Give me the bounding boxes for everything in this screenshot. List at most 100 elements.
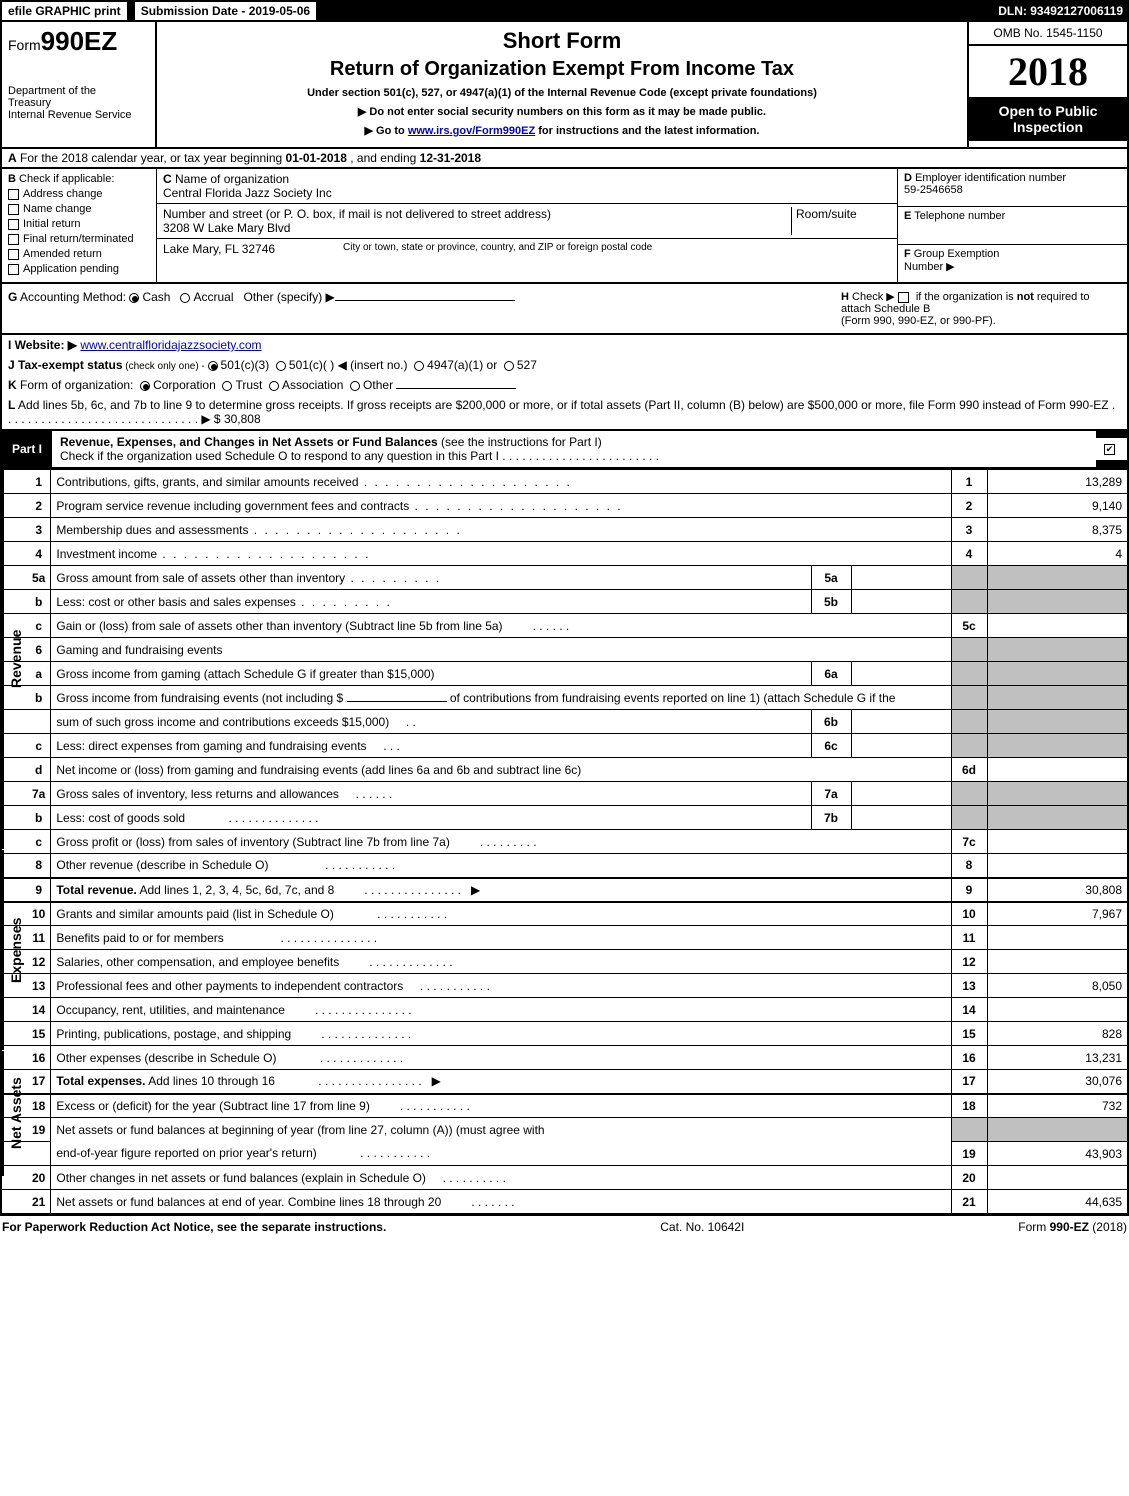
line-5a: 5a Gross amount from sale of assets othe… bbox=[2, 566, 1127, 590]
header-center: Short Form Return of Organization Exempt… bbox=[157, 22, 967, 147]
line-16-desc: Other expenses (describe in Schedule O) bbox=[56, 1051, 276, 1065]
cb-amended-return[interactable] bbox=[8, 249, 19, 260]
tax-exempt-label: Tax-exempt status bbox=[15, 358, 123, 372]
line-14: 14 Occupancy, rent, utilities, and maint… bbox=[2, 998, 1127, 1022]
line-19-shaded bbox=[951, 1118, 987, 1142]
submission-date: Submission Date - 2019-05-06 bbox=[133, 0, 318, 22]
line-3: 3 Membership dues and assessments 3 8,37… bbox=[2, 518, 1127, 542]
line-5a-amt-shaded bbox=[987, 566, 1127, 590]
line-19-desc: Net assets or fund balances at beginning… bbox=[56, 1123, 544, 1137]
line-6b-amt-shaded1 bbox=[987, 686, 1127, 710]
cb-amended-return-label: Amended return bbox=[23, 248, 102, 260]
line-10-amt: 7,967 bbox=[987, 902, 1127, 926]
website-link[interactable]: www.centralfloridajazzsociety.com bbox=[80, 338, 261, 352]
line-21-no: 21 bbox=[2, 1190, 51, 1214]
line-18-desc: Excess or (deficit) for the year (Subtra… bbox=[56, 1099, 369, 1113]
section-i: I Website: ▶ www.centralfloridajazzsocie… bbox=[0, 335, 1129, 355]
gross-receipts-amount: 30,808 bbox=[224, 412, 261, 426]
line-7a-shaded bbox=[951, 782, 987, 806]
cb-schedule-o[interactable] bbox=[1104, 444, 1115, 455]
other-specify-label: Other (specify) ▶ bbox=[244, 290, 335, 304]
radio-527[interactable] bbox=[504, 361, 514, 371]
cash-label: Cash bbox=[142, 290, 170, 304]
open-to-public: Open to Public Inspection bbox=[969, 97, 1127, 141]
line-5b-sub: 5b bbox=[811, 590, 851, 614]
line-7c-num: 7c bbox=[951, 830, 987, 854]
room-label: Room/suite bbox=[796, 207, 857, 221]
section-gh: G Accounting Method: Cash Accrual Other … bbox=[0, 284, 1129, 335]
addr-label: Number and street (or P. O. box, if mail… bbox=[163, 207, 551, 221]
cb-name-change[interactable] bbox=[8, 204, 19, 215]
cb-final-return[interactable] bbox=[8, 234, 19, 245]
line-6b-desc3: sum of such gross income and contributio… bbox=[56, 715, 389, 729]
other-specify-input[interactable] bbox=[335, 300, 515, 301]
opt-4947: 4947(a)(1) or bbox=[427, 358, 497, 372]
radio-4947[interactable] bbox=[414, 361, 424, 371]
radio-trust[interactable] bbox=[222, 381, 232, 391]
radio-501c[interactable] bbox=[276, 361, 286, 371]
line-2-desc: Program service revenue including govern… bbox=[56, 499, 622, 513]
line-1-amt: 13,289 bbox=[987, 470, 1127, 494]
form-990ez: 990EZ bbox=[41, 26, 118, 56]
line-9-desc2: Add lines 1, 2, 3, 4, 5c, 6d, 7c, and 8 bbox=[137, 883, 334, 897]
line-5a-subamt bbox=[851, 566, 951, 590]
form-org-label: Form of organization: bbox=[17, 378, 134, 392]
line-16-amt: 13,231 bbox=[987, 1046, 1127, 1070]
line-20-amt bbox=[987, 1166, 1127, 1190]
irs-link[interactable]: www.irs.gov/Form990EZ bbox=[408, 125, 535, 137]
cb-application-pending[interactable] bbox=[8, 264, 19, 275]
line-20-num: 20 bbox=[951, 1166, 987, 1190]
line-6d-amt bbox=[987, 758, 1127, 782]
line-5b-subamt bbox=[851, 590, 951, 614]
cb-final-return-label: Final return/terminated bbox=[23, 233, 134, 245]
radio-accrual[interactable] bbox=[180, 293, 190, 303]
line-7b-shaded bbox=[951, 806, 987, 830]
line-9-num: 9 bbox=[951, 878, 987, 902]
line-7a-desc: Gross sales of inventory, less returns a… bbox=[56, 787, 339, 801]
line-5a-desc: Gross amount from sale of assets other t… bbox=[56, 571, 441, 585]
label-d: D bbox=[904, 172, 912, 184]
line-6a-subamt bbox=[851, 662, 951, 686]
footer-center: Cat. No. 10642I bbox=[660, 1220, 744, 1234]
line-13: 13 Professional fees and other payments … bbox=[2, 974, 1127, 998]
line-20: 20 Other changes in net assets or fund b… bbox=[2, 1166, 1127, 1190]
radio-cash[interactable] bbox=[129, 293, 139, 303]
line-11: 11 Benefits paid to or for members . . .… bbox=[2, 926, 1127, 950]
line-18: 18 Excess or (deficit) for the year (Sub… bbox=[2, 1094, 1127, 1118]
efile-print-button[interactable]: efile GRAPHIC print bbox=[0, 0, 129, 22]
radio-501c3[interactable] bbox=[208, 361, 218, 371]
cb-schedule-b[interactable] bbox=[898, 292, 909, 303]
cb-initial-return[interactable] bbox=[8, 219, 19, 230]
website-label: Website: ▶ bbox=[11, 338, 77, 352]
line-20-desc: Other changes in net assets or fund bala… bbox=[56, 1171, 426, 1185]
line-17-amt: 30,076 bbox=[987, 1070, 1127, 1094]
line-a-text2: , and ending bbox=[347, 151, 420, 165]
cb-address-change[interactable] bbox=[8, 189, 19, 200]
line-5b: b Less: cost or other basis and sales ex… bbox=[2, 590, 1127, 614]
if-text: if the organization is bbox=[913, 291, 1017, 303]
line-5a-sub: 5a bbox=[811, 566, 851, 590]
label-k: K bbox=[8, 378, 17, 392]
radio-association[interactable] bbox=[269, 381, 279, 391]
line-7a: 7a Gross sales of inventory, less return… bbox=[2, 782, 1127, 806]
street-address: 3208 W Lake Mary Blvd bbox=[163, 221, 290, 235]
accrual-label: Accrual bbox=[193, 290, 233, 304]
part-1-title: Revenue, Expenses, and Changes in Net As… bbox=[60, 435, 438, 449]
line-8-desc: Other revenue (describe in Schedule O) bbox=[56, 858, 268, 872]
line-6c-sub: 6c bbox=[811, 734, 851, 758]
label-c: C bbox=[163, 172, 172, 186]
section-bcd: B Check if applicable: Address change Na… bbox=[0, 169, 1129, 284]
line-6b-blank[interactable] bbox=[347, 701, 447, 702]
opt-association: Association bbox=[282, 378, 343, 392]
city-label: City or town, state or province, country… bbox=[343, 242, 891, 256]
org-name: Central Florida Jazz Society Inc bbox=[163, 186, 332, 200]
line-6b-shaded1 bbox=[951, 686, 987, 710]
line-6: 6 Gaming and fundraising events bbox=[2, 638, 1127, 662]
line-11-desc: Benefits paid to or for members bbox=[56, 931, 223, 945]
line-9: 9 Total revenue. Add lines 1, 2, 3, 4, 5… bbox=[2, 878, 1127, 902]
col-c: C Name of organization Central Florida J… bbox=[157, 169, 897, 282]
radio-other-org[interactable] bbox=[350, 381, 360, 391]
radio-corporation[interactable] bbox=[140, 381, 150, 391]
line-6b-shaded2 bbox=[951, 710, 987, 734]
other-org-input[interactable] bbox=[396, 388, 516, 389]
